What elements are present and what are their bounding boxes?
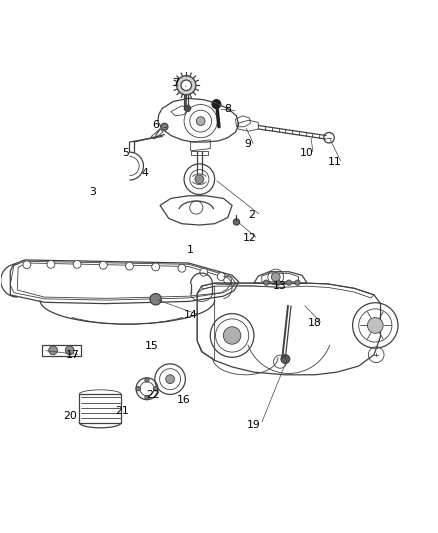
Circle shape bbox=[196, 117, 205, 125]
Circle shape bbox=[272, 272, 280, 281]
Circle shape bbox=[178, 264, 186, 272]
Circle shape bbox=[153, 386, 158, 391]
Text: 10: 10 bbox=[300, 148, 313, 158]
Circle shape bbox=[177, 76, 196, 95]
Circle shape bbox=[65, 346, 74, 354]
Circle shape bbox=[276, 280, 281, 285]
Circle shape bbox=[184, 106, 191, 111]
Circle shape bbox=[181, 80, 191, 91]
Text: 4: 4 bbox=[141, 168, 148, 177]
Text: 7: 7 bbox=[172, 78, 179, 88]
Circle shape bbox=[47, 261, 55, 268]
Text: 3: 3 bbox=[89, 187, 96, 197]
Text: 6: 6 bbox=[152, 119, 159, 130]
Circle shape bbox=[99, 261, 107, 269]
Circle shape bbox=[367, 318, 383, 333]
Text: 15: 15 bbox=[145, 341, 158, 351]
Text: 12: 12 bbox=[243, 233, 256, 243]
Text: 2: 2 bbox=[248, 211, 255, 221]
Circle shape bbox=[145, 395, 149, 400]
Circle shape bbox=[217, 272, 225, 280]
Text: 18: 18 bbox=[308, 318, 322, 328]
Circle shape bbox=[224, 277, 232, 285]
Text: 19: 19 bbox=[247, 419, 261, 430]
Circle shape bbox=[126, 262, 134, 270]
Text: 16: 16 bbox=[177, 394, 191, 405]
Text: 20: 20 bbox=[64, 411, 78, 421]
Circle shape bbox=[73, 261, 81, 268]
Circle shape bbox=[264, 280, 269, 285]
Circle shape bbox=[195, 175, 204, 183]
Text: 22: 22 bbox=[147, 390, 160, 400]
Circle shape bbox=[286, 280, 291, 285]
Circle shape bbox=[233, 219, 240, 225]
Text: 11: 11 bbox=[328, 157, 342, 167]
Circle shape bbox=[212, 100, 221, 108]
Circle shape bbox=[136, 386, 141, 391]
Text: 9: 9 bbox=[244, 139, 251, 149]
Text: 1: 1 bbox=[187, 245, 194, 255]
Circle shape bbox=[150, 294, 161, 305]
Circle shape bbox=[23, 261, 31, 269]
Text: 5: 5 bbox=[122, 148, 129, 158]
Text: 8: 8 bbox=[224, 104, 231, 114]
Text: 21: 21 bbox=[115, 407, 129, 416]
Circle shape bbox=[161, 123, 168, 130]
Circle shape bbox=[281, 354, 290, 364]
Circle shape bbox=[200, 268, 208, 276]
Text: 17: 17 bbox=[66, 350, 80, 360]
Circle shape bbox=[295, 280, 300, 285]
Circle shape bbox=[223, 327, 241, 344]
Circle shape bbox=[145, 378, 149, 382]
Circle shape bbox=[49, 346, 57, 354]
Text: 14: 14 bbox=[184, 310, 198, 320]
Text: 13: 13 bbox=[273, 281, 287, 291]
Circle shape bbox=[166, 375, 174, 384]
Circle shape bbox=[152, 263, 159, 271]
